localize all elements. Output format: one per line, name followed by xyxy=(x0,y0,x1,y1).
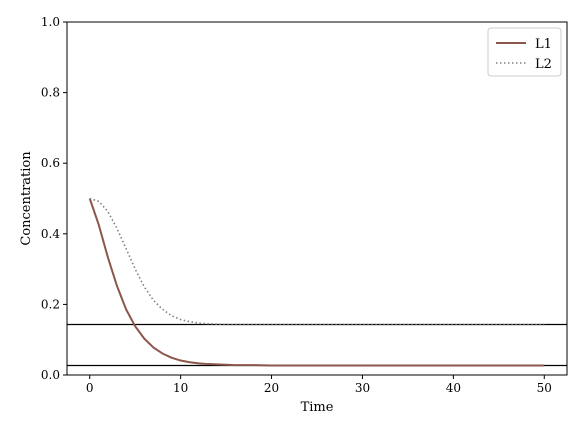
plot-area xyxy=(67,197,567,367)
series-line-l1 xyxy=(88,198,545,367)
y-tick-label: 0.2 xyxy=(41,297,60,311)
x-tick-label: 50 xyxy=(537,381,552,395)
x-tick-label: 20 xyxy=(264,381,279,395)
x-tick-label: 30 xyxy=(355,381,370,395)
y-tick-label: 0.4 xyxy=(41,227,60,241)
legend-label-l2: L2 xyxy=(535,57,552,72)
y-tick-label: 1.0 xyxy=(41,15,60,29)
y-axis-label: Concentration xyxy=(19,151,34,246)
series-line-l2 xyxy=(89,197,545,326)
x-tick-label: 10 xyxy=(173,381,188,395)
legend-box xyxy=(487,27,562,77)
y-tick-label: 0.6 xyxy=(41,156,60,170)
x-tick-label: 0 xyxy=(86,381,94,395)
y-tick-label: 0.0 xyxy=(41,368,60,382)
y-tick-label: 0.8 xyxy=(41,86,60,100)
legend-label-l1: L1 xyxy=(535,37,552,52)
axes-frame xyxy=(66,21,568,376)
axis-ticks: 0 10 20 30 40 50 0.0 0.2 0.4 0.6 0.8 1.0 xyxy=(41,15,552,395)
x-tick-label: 40 xyxy=(446,381,461,395)
x-axis-label: Time xyxy=(301,400,334,415)
